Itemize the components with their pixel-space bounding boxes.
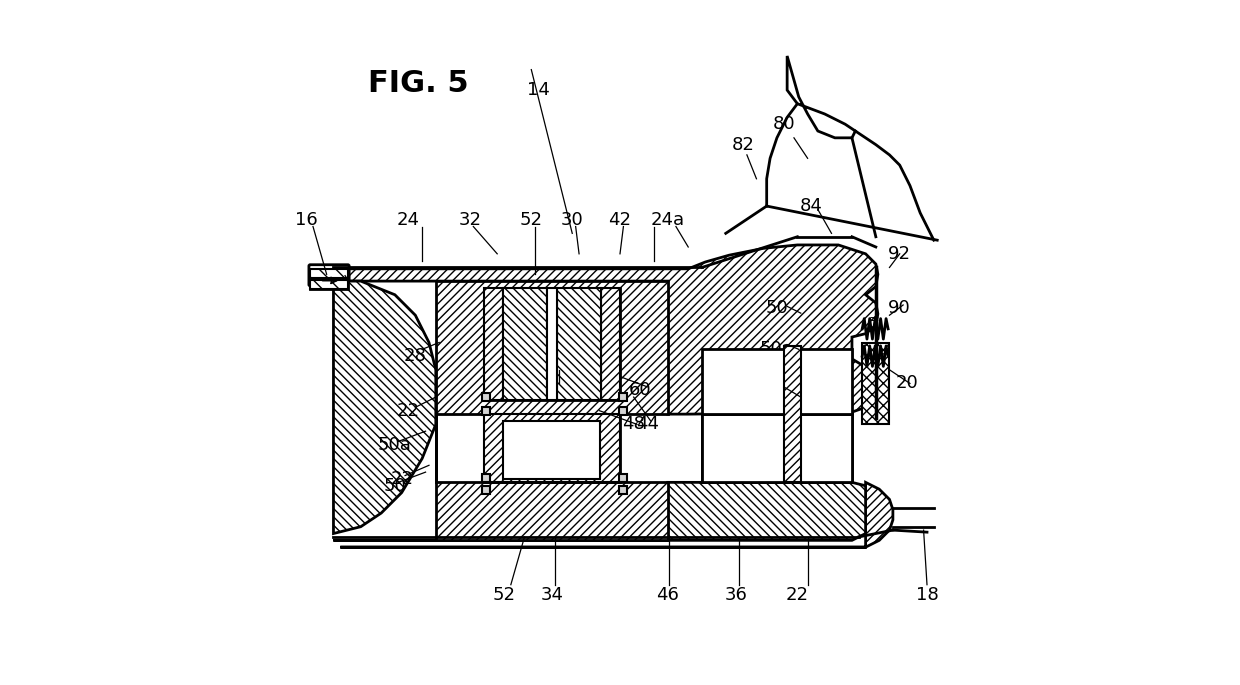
Bar bbox=[484, 414, 620, 482]
Text: 50: 50 bbox=[765, 299, 789, 317]
Bar bbox=[502, 421, 600, 479]
Text: 84: 84 bbox=[800, 197, 822, 215]
Bar bbox=[619, 408, 627, 416]
Bar bbox=[702, 349, 852, 414]
Text: 52: 52 bbox=[520, 211, 543, 229]
Bar bbox=[482, 393, 490, 401]
Polygon shape bbox=[787, 56, 856, 138]
Bar bbox=[784, 346, 801, 482]
Text: 22: 22 bbox=[391, 470, 413, 488]
Text: 60: 60 bbox=[629, 382, 652, 399]
Text: 18: 18 bbox=[915, 586, 939, 604]
Bar bbox=[702, 414, 852, 482]
Text: 16: 16 bbox=[295, 211, 317, 229]
Text: 46: 46 bbox=[656, 586, 680, 604]
Polygon shape bbox=[334, 245, 878, 414]
Polygon shape bbox=[340, 482, 893, 547]
Text: V: V bbox=[337, 272, 350, 290]
Bar bbox=[619, 474, 627, 482]
Bar bbox=[484, 414, 620, 482]
Text: 30: 30 bbox=[560, 211, 584, 229]
Text: FIG. 5: FIG. 5 bbox=[367, 68, 469, 98]
Text: 32: 32 bbox=[459, 211, 481, 229]
Text: 50a: 50a bbox=[378, 436, 412, 454]
Bar bbox=[862, 342, 889, 425]
Text: 14: 14 bbox=[527, 81, 549, 99]
Bar bbox=[502, 288, 547, 401]
Bar bbox=[484, 288, 620, 401]
Text: 80: 80 bbox=[773, 115, 795, 133]
Text: 89: 89 bbox=[868, 347, 890, 365]
Text: 92: 92 bbox=[888, 245, 911, 263]
Text: 50: 50 bbox=[383, 477, 407, 495]
Bar bbox=[619, 393, 627, 401]
Text: 34: 34 bbox=[541, 586, 563, 604]
Text: =: = bbox=[868, 355, 879, 368]
Bar bbox=[619, 486, 627, 494]
Bar bbox=[702, 349, 852, 414]
Text: 28: 28 bbox=[404, 347, 427, 365]
Text: 58: 58 bbox=[541, 382, 563, 399]
Polygon shape bbox=[334, 482, 878, 540]
Text: 22: 22 bbox=[397, 401, 420, 420]
Text: 24: 24 bbox=[397, 211, 420, 229]
Bar bbox=[310, 269, 347, 277]
Bar bbox=[557, 288, 601, 401]
Text: 82: 82 bbox=[732, 136, 754, 153]
Text: 48: 48 bbox=[622, 415, 645, 434]
Bar bbox=[310, 269, 347, 289]
Polygon shape bbox=[435, 281, 668, 540]
Text: 50a: 50a bbox=[760, 340, 794, 358]
Bar bbox=[484, 288, 502, 401]
Text: 42: 42 bbox=[609, 211, 631, 229]
Polygon shape bbox=[702, 414, 852, 482]
Polygon shape bbox=[787, 56, 856, 138]
Bar bbox=[601, 288, 620, 401]
Text: 90: 90 bbox=[888, 299, 911, 317]
Text: 36: 36 bbox=[724, 586, 748, 604]
Polygon shape bbox=[334, 281, 435, 534]
Text: 86: 86 bbox=[765, 382, 789, 399]
Bar bbox=[310, 280, 347, 289]
Bar bbox=[482, 408, 490, 416]
Text: 24a: 24a bbox=[651, 211, 684, 229]
Text: =: = bbox=[868, 314, 879, 327]
Text: 44: 44 bbox=[636, 415, 658, 434]
Text: 20: 20 bbox=[895, 375, 918, 393]
FancyBboxPatch shape bbox=[309, 264, 350, 286]
Text: 52: 52 bbox=[492, 586, 516, 604]
Bar bbox=[547, 288, 557, 401]
Text: 22: 22 bbox=[786, 586, 808, 604]
Bar bbox=[482, 474, 490, 482]
Bar bbox=[482, 486, 490, 494]
